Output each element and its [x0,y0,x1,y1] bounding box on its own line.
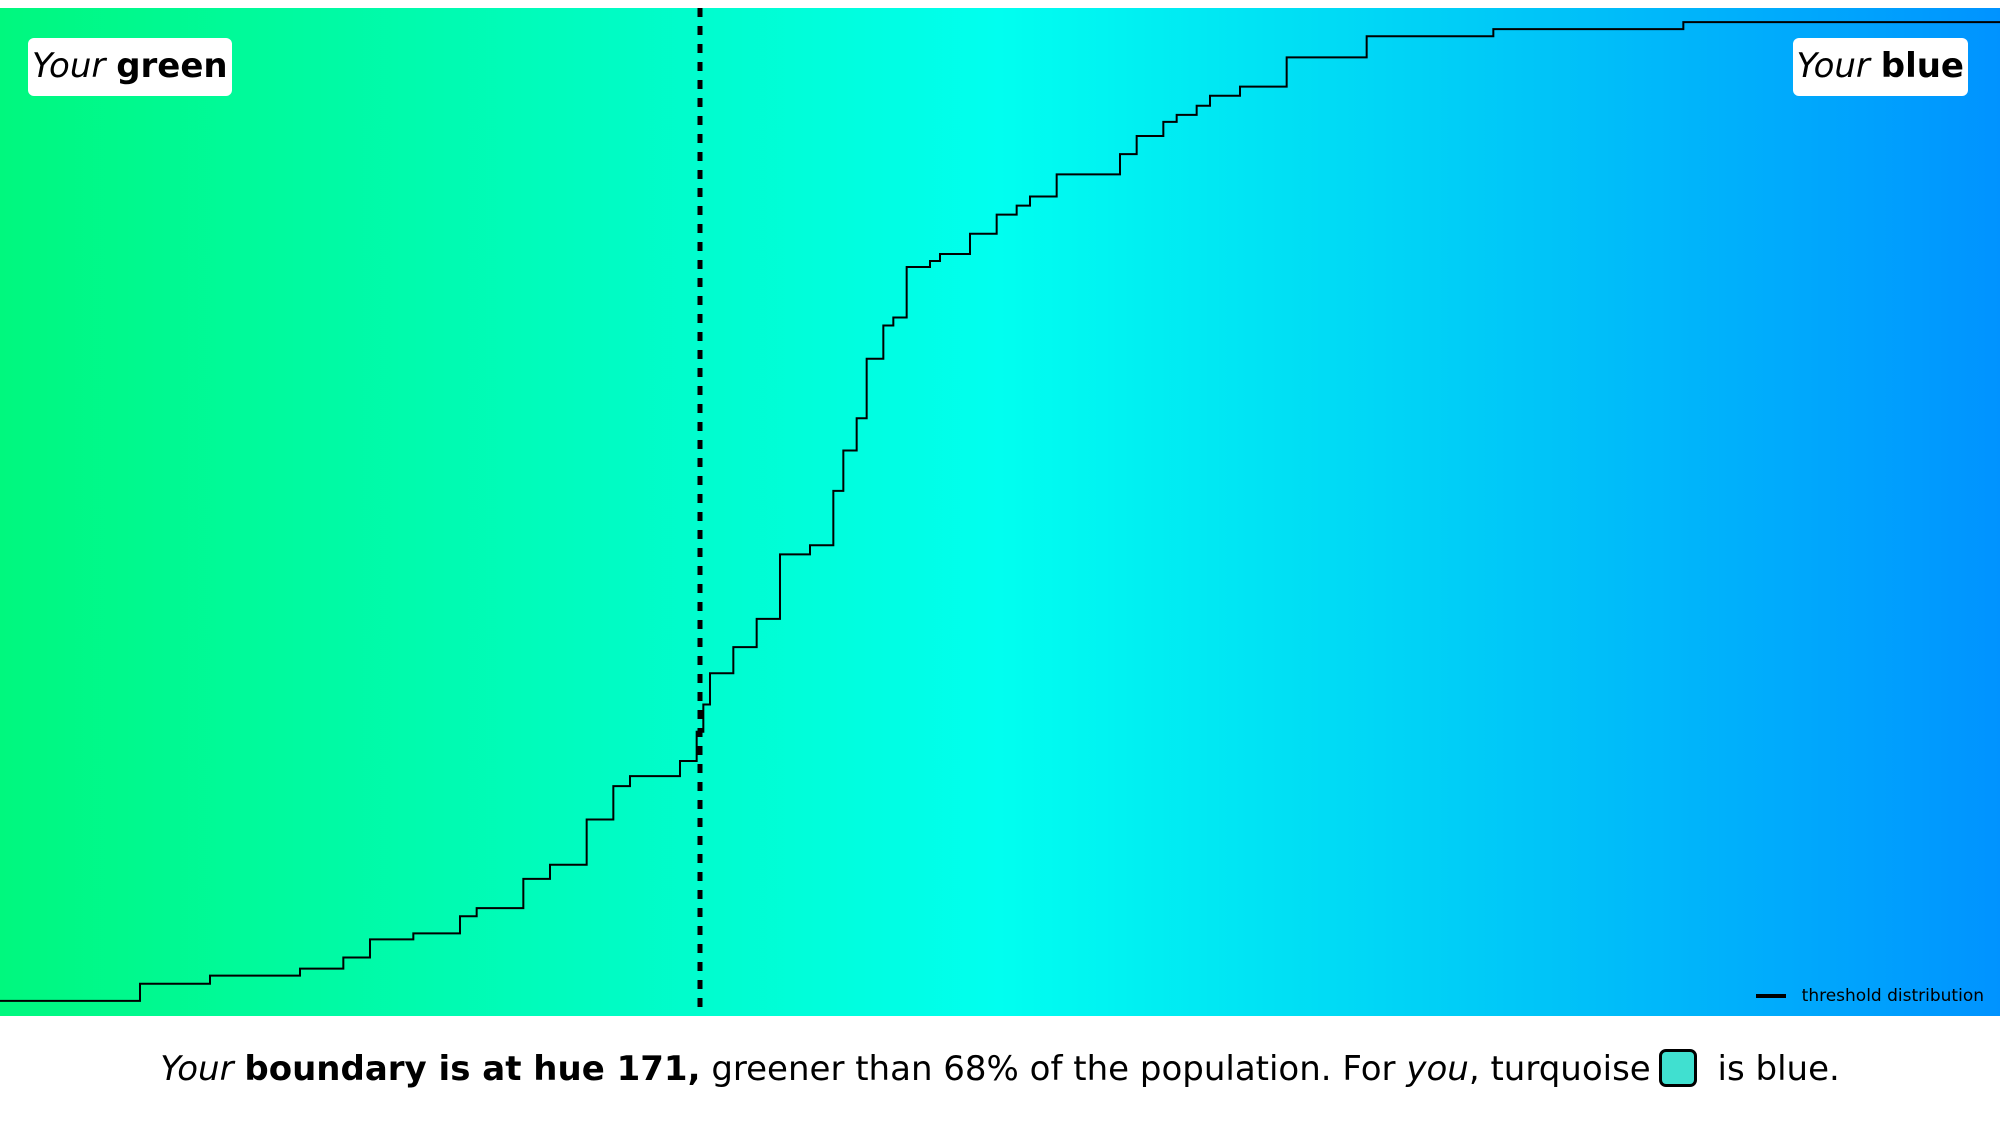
your-blue-word: blue [1880,46,1964,86]
chart-svg [0,8,2000,1016]
result-boundary: boundary is at hue 171, [244,1048,701,1089]
result-end: is blue. [1706,1048,1840,1089]
result-your: Your [160,1048,234,1089]
threshold-distribution-series [0,21,2000,1002]
chart-legend: threshold distribution [1755,986,1984,1006]
result-sentence: Your boundary is at hue 171, greener tha… [0,1016,2000,1121]
your-green-prefix: Your [32,46,106,86]
your-green-label: Your green [28,38,232,96]
legend-line-swatch [1755,994,1786,998]
legend-label: threshold distribution [1801,986,1984,1006]
your-green-word: green [116,46,228,86]
result-turquoise: , turquoise [1468,1048,1651,1089]
top-strip [0,0,2000,8]
hue-threshold-chart: Your green Your blue threshold distribut… [0,8,2000,1016]
result-you: you [1406,1048,1469,1089]
your-blue-prefix: Your [1796,46,1870,86]
result-middle: greener than 68% of the population. For [700,1048,1407,1089]
your-blue-label: Your blue [1792,38,1968,96]
hue-gradient-background [0,8,2000,1016]
turquoise-swatch [1658,1048,1697,1087]
